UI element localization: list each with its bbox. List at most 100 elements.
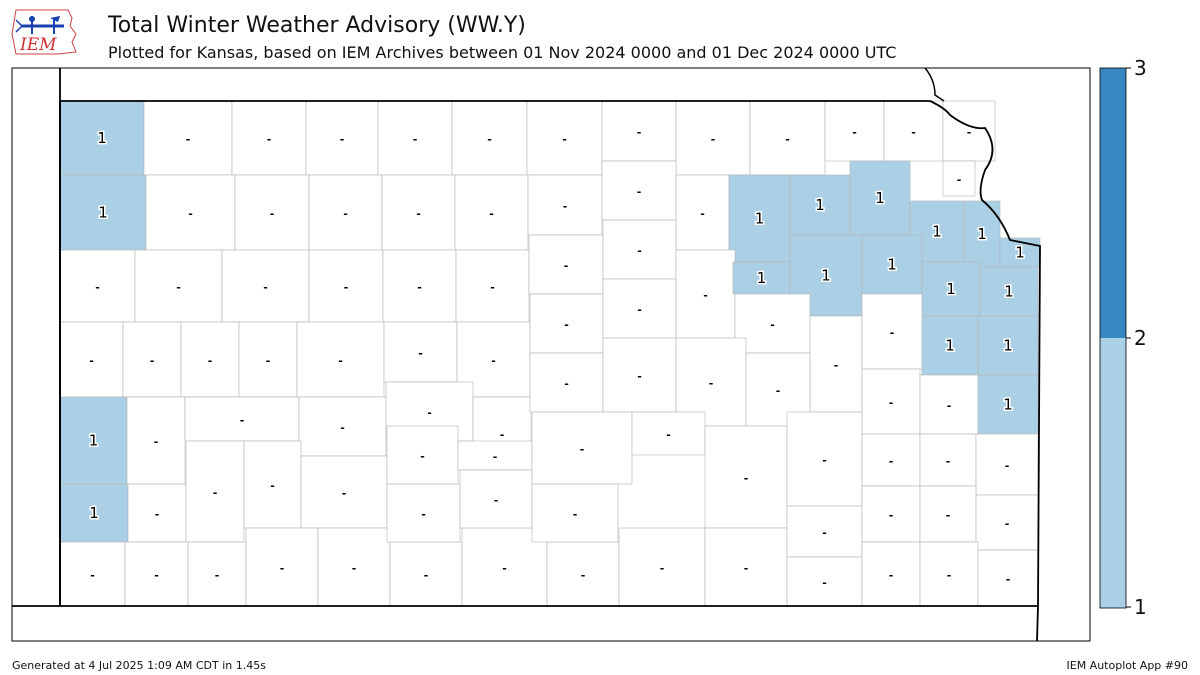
county-value-osage: 1 [945,337,955,355]
county-value-pratt: - [666,429,671,442]
county-cloud [601,160,677,221]
county-value-jewell: - [562,133,567,146]
county-smith [451,100,528,176]
county-pottawatomie [789,174,851,236]
county-value-hodgeman: - [427,407,432,420]
county-value-clark: - [581,569,586,582]
county-coffey [919,374,979,435]
county-linn [59,483,129,543]
county-value-kingman: - [822,454,827,467]
county-value-decatur: - [267,133,272,146]
county-value-harper: - [822,527,827,540]
county-crawford [531,483,619,543]
county-value-wallace: - [95,281,100,294]
county-reno [704,425,788,529]
county-value-edwards: - [493,451,498,464]
county-value-stanton: - [155,508,160,521]
colorbar-tick-1: 1 [1134,595,1147,619]
county-value-graham: - [343,208,348,221]
county-value-chase: - [889,397,894,410]
county-comanche [618,527,706,607]
county-value-bourbon: - [215,569,220,582]
map-subtitle: Plotted for Kansas, based on IEM Archive… [108,43,897,62]
county-value-miami: 1 [89,432,99,450]
state-borders [12,67,1041,642]
county-value-marion: - [770,319,775,332]
county-value-mitchell: - [563,200,568,213]
county-norton [305,100,379,176]
county-stafford [529,352,604,413]
county-value-johnson: 1 [1004,283,1014,301]
county-value-ness: - [338,355,343,368]
county-jackson [849,160,911,236]
county-value-gray: - [342,487,347,500]
county-value-morton: - [280,562,285,575]
county-gray [300,455,388,529]
county-value-trego: - [344,281,349,294]
county-value-crawford: - [573,508,578,521]
app-label: IEM Autoplot App #90 [1066,659,1189,672]
county-butler [919,433,977,487]
county-graham [308,174,383,251]
county-elk [919,485,977,543]
county-value-pawnee: - [500,429,505,442]
generated-note: Generated at 4 Jul 2025 1:09 AM CDT in 1… [12,659,266,672]
county-value-haskell: - [270,480,275,493]
county-value-chautauqua: - [1005,518,1010,531]
county-sumner [786,556,863,607]
county-johnson [979,266,1039,317]
colorbar-high-segment [1100,68,1126,338]
county-value-marshall: - [785,133,790,146]
county-value-ford: - [420,450,425,463]
county-lane [238,321,298,398]
logo-text: IEM [19,35,57,55]
county-value-wichita: - [150,355,155,368]
county-geary [732,261,791,295]
county-value-anderson: 1 [1003,396,1013,414]
county-woodson [59,541,126,607]
county-value-cheyenne: 1 [97,129,107,147]
county-value-saline: - [637,304,642,317]
county-kearny [184,396,300,442]
county-value-sumner: - [822,577,827,590]
county-kingman [786,411,863,507]
county-value-morris: - [834,359,839,372]
county-edwards [457,440,533,471]
county-value-washington: - [711,133,716,146]
county-riley [728,174,791,263]
county-grant [185,440,245,543]
county-value-sedgwick: - [889,455,894,468]
county-value-norton: - [340,133,345,146]
county-clark [546,541,620,607]
county-value-woodson: - [90,569,95,582]
county-value-riley: 1 [755,210,765,228]
county-lyon [861,293,923,370]
county-value-finney: - [340,422,345,435]
county-chase [861,368,921,435]
county-value-ottawa: - [637,245,642,258]
county-value-greeley: - [89,355,94,368]
colorbar-low-segment [1100,338,1126,608]
county-scott [180,321,240,398]
county-kiowa [531,411,633,485]
county-value-smith: - [487,133,492,146]
county-value-stevens: - [352,562,357,575]
county-wichita [122,321,182,398]
county-anderson [977,374,1039,435]
county-ellsworth [529,293,604,354]
county-value-mcpherson: - [709,377,714,390]
county-barber [704,527,788,607]
county-harper [786,505,863,558]
county-chautauqua [975,494,1039,551]
county-republic [601,100,677,162]
county-value-rush: - [418,347,423,360]
county-value-seward: - [424,569,429,582]
county-value-rawlins: - [186,133,191,146]
county-value-meade: - [502,562,507,575]
county-value-russell: - [490,281,495,294]
county-value-sherman: 1 [98,204,108,222]
county-greeley [59,321,124,398]
county-cherokee [977,549,1039,607]
county-value-butler: - [946,455,951,468]
